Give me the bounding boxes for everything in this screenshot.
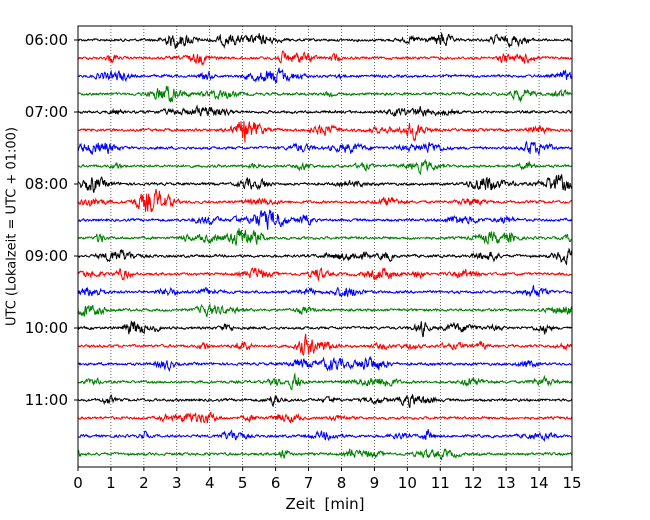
y-tick-label: 08:00 bbox=[25, 175, 68, 193]
seismogram-trace bbox=[77, 355, 573, 373]
x-tick-label: 13 bbox=[497, 474, 516, 492]
seismogram-trace bbox=[77, 393, 573, 409]
x-tick-label: 9 bbox=[370, 474, 380, 492]
seismogram-trace bbox=[77, 266, 573, 282]
x-tick-label: 14 bbox=[530, 474, 549, 492]
seismogram-trace bbox=[77, 158, 573, 176]
seismogram-trace bbox=[77, 372, 573, 391]
x-tick-label: 11 bbox=[431, 474, 450, 492]
x-tick-label: 7 bbox=[304, 474, 314, 492]
seismogram-trace bbox=[77, 228, 573, 246]
seismogram-trace bbox=[77, 448, 573, 461]
seismogram-trace bbox=[77, 120, 573, 143]
seismogram-trace bbox=[77, 320, 573, 338]
seismogram-trace bbox=[77, 429, 573, 443]
y-tick-label: 09:00 bbox=[25, 247, 68, 265]
x-tick-label: 6 bbox=[271, 474, 281, 492]
seismogram-trace bbox=[77, 67, 573, 84]
seismogram-trace bbox=[77, 141, 573, 155]
seismogram-trace bbox=[77, 50, 573, 66]
y-axis-ticks: 06:00 07:00 08:00 09:00 10:00 11:00 bbox=[25, 31, 78, 409]
x-tick-label: 0 bbox=[73, 474, 83, 492]
seismogram-trace bbox=[77, 208, 573, 230]
y-tick-label: 07:00 bbox=[25, 103, 68, 121]
y-tick-label: 06:00 bbox=[25, 31, 68, 49]
seismogram-trace bbox=[77, 411, 573, 424]
seismogram-trace bbox=[77, 174, 573, 193]
x-tick-label: 4 bbox=[205, 474, 215, 492]
seismogram-trace bbox=[77, 285, 573, 298]
x-tick-label: 2 bbox=[139, 474, 149, 492]
seismogram-traces bbox=[77, 31, 573, 461]
seismogram-trace bbox=[77, 31, 573, 50]
seismogram-trace bbox=[77, 247, 573, 266]
x-axis-label: Zeit [min] bbox=[285, 495, 364, 513]
x-tick-label: 3 bbox=[172, 474, 182, 492]
x-tick-label: 1 bbox=[106, 474, 116, 492]
y-tick-label: 11:00 bbox=[25, 391, 68, 409]
y-tick-label: 10:00 bbox=[25, 319, 68, 337]
x-tick-label: 10 bbox=[398, 474, 417, 492]
seismogram-trace bbox=[77, 333, 573, 357]
x-tick-label: 12 bbox=[464, 474, 483, 492]
x-tick-label: 5 bbox=[238, 474, 248, 492]
x-tick-label: 15 bbox=[562, 474, 581, 492]
x-axis-ticks: 0 1 2 3 4 5 6 7 8 9 10 11 12 13 14 15 bbox=[73, 467, 582, 492]
seismogram-trace bbox=[77, 303, 573, 317]
y-axis-label: UTC (Lokalzeit = UTC + 01:00) bbox=[5, 127, 20, 326]
seismogram-trace bbox=[77, 104, 573, 117]
x-tick-label: 8 bbox=[337, 474, 347, 492]
seismogram-trace bbox=[77, 189, 573, 213]
plot-frame bbox=[77, 25, 573, 468]
seismogram-trace bbox=[77, 85, 573, 103]
